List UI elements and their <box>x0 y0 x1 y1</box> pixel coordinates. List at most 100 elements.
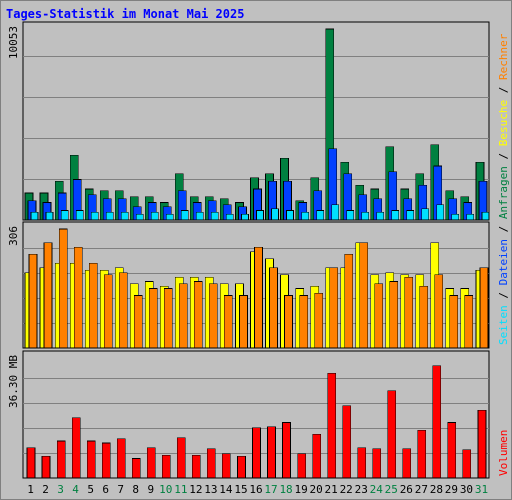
day-label: 19 <box>294 483 307 496</box>
volumen-bar <box>477 409 487 479</box>
seiten-bar <box>481 212 490 221</box>
volumen-bar <box>267 426 276 479</box>
max-value-label: 10053 <box>7 26 20 59</box>
volumen-bar <box>402 448 412 479</box>
day-label: 13 <box>204 483 217 496</box>
day-label: 14 <box>219 483 233 496</box>
rechner-bar <box>419 285 429 349</box>
day-label: 23 <box>355 483 368 496</box>
rechner-bar <box>329 267 338 349</box>
seiten-bar <box>271 208 279 221</box>
seiten-bar <box>150 212 159 221</box>
volumen-bar <box>146 447 156 479</box>
volumen-bar <box>116 438 126 479</box>
legend-rechner: Rechner <box>497 33 510 80</box>
volumen-bar <box>207 448 216 479</box>
legend-seiten: Seiten <box>497 305 510 345</box>
day-label: 15 <box>234 483 247 496</box>
seiten-bar <box>421 208 430 221</box>
volumen-bar <box>131 458 141 479</box>
rechner-bar <box>374 283 384 349</box>
day-label: 11 <box>174 483 187 496</box>
day-label: 18 <box>279 483 292 496</box>
seiten-bar <box>105 212 114 221</box>
seiten-bar <box>135 214 144 221</box>
volumen-bar <box>447 422 457 479</box>
max-value-label: 36.30 MB <box>7 355 20 408</box>
seiten-bar <box>436 204 445 221</box>
day-label: 30 <box>460 483 473 496</box>
seiten-bar <box>45 212 54 221</box>
rechner-bar <box>434 274 444 349</box>
volumen-bar <box>297 453 306 479</box>
seiten-bar <box>60 210 69 221</box>
day-label: 8 <box>132 483 139 496</box>
rechner-bar <box>133 295 143 349</box>
day-label: 5 <box>87 483 94 496</box>
day-label: 4 <box>72 483 79 496</box>
rechner-bar <box>344 253 353 349</box>
seiten-bar <box>331 204 339 221</box>
rechner-bar <box>254 246 263 349</box>
rechner-bar <box>103 274 113 349</box>
rechner-bar <box>43 242 53 349</box>
seiten-bar <box>361 212 370 221</box>
rechner-bar <box>359 242 369 349</box>
seiten-bar <box>75 210 84 221</box>
rechner-bar <box>118 272 128 349</box>
rechner-bar <box>464 295 474 349</box>
rechner-bar <box>314 292 323 349</box>
rechner-bar <box>163 288 173 349</box>
seiten-bar <box>241 214 249 221</box>
volumen-bar <box>462 449 472 479</box>
max-value-label: 306 <box>7 226 20 246</box>
day-label: 20 <box>310 483 323 496</box>
seiten-bar <box>181 210 189 221</box>
volumen-bar <box>282 422 291 479</box>
rechner-bar <box>194 281 203 349</box>
day-label: 10 <box>159 483 172 496</box>
volumen-bar <box>161 454 171 479</box>
volumen-bar <box>312 434 321 479</box>
rechner-bar <box>449 295 459 349</box>
volumen-bar <box>357 447 367 479</box>
legend-label: Volumen <box>497 430 510 476</box>
legend-dateien: Dateien <box>497 239 510 285</box>
rechner-bar <box>73 246 83 349</box>
rechner-bar <box>148 288 158 349</box>
volumen-bar <box>252 427 261 479</box>
day-label: 31 <box>475 483 488 496</box>
rechner-bar <box>269 267 278 349</box>
seiten-bar <box>196 212 204 221</box>
volumen-bar <box>41 455 51 479</box>
day-label: 22 <box>340 483 353 496</box>
day-label: 1 <box>27 483 34 496</box>
rechner-bar <box>479 267 489 349</box>
seiten-bar <box>211 212 219 221</box>
rechner-bar <box>404 276 414 349</box>
seiten-bar <box>30 212 39 221</box>
seiten-bar <box>90 212 99 221</box>
day-label: 17 <box>264 483 277 496</box>
rechner-bar <box>284 295 293 349</box>
rechner-bar <box>209 283 218 349</box>
seiten-bar <box>391 210 400 221</box>
rechner-bar <box>239 295 248 349</box>
rechner-bar <box>88 262 98 349</box>
rechner-bar <box>389 281 399 349</box>
seiten-bar <box>286 210 294 221</box>
day-label: 28 <box>430 483 443 496</box>
volumen-bar <box>222 453 231 479</box>
legend-volumen: Volumen <box>497 430 510 476</box>
day-label: 24 <box>370 483 384 496</box>
day-label: 3 <box>57 483 64 496</box>
volumen-bar <box>342 405 351 479</box>
volumen-bar <box>177 437 186 479</box>
seiten-bar <box>451 214 460 221</box>
seiten-bar <box>165 214 174 221</box>
volumen-bar <box>192 454 201 479</box>
rechner-bar <box>28 253 38 349</box>
volumen-bar <box>432 365 442 479</box>
